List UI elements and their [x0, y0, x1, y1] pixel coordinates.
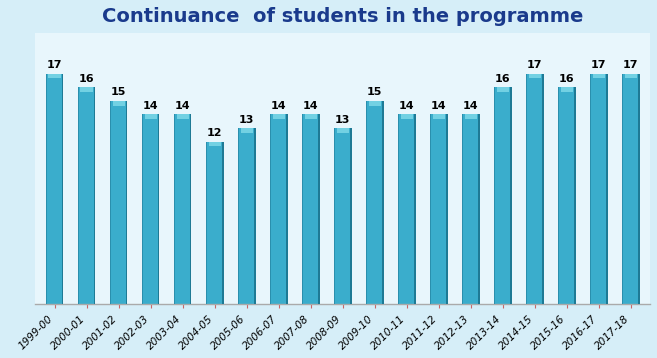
Bar: [382, 101, 384, 304]
Bar: [334, 128, 335, 304]
Bar: [302, 115, 303, 304]
Bar: [430, 115, 431, 304]
Bar: [286, 115, 288, 304]
Title: Continuance  of students in the programme: Continuance of students in the programme: [102, 7, 583, 26]
Bar: [510, 87, 512, 304]
Bar: [208, 141, 221, 146]
Bar: [305, 115, 317, 119]
Bar: [158, 115, 160, 304]
Bar: [177, 115, 189, 119]
Bar: [142, 115, 143, 304]
Bar: [112, 101, 125, 106]
Bar: [558, 87, 576, 304]
Text: 16: 16: [79, 74, 95, 84]
Text: 17: 17: [47, 61, 62, 70]
Text: 12: 12: [207, 128, 223, 138]
Text: 13: 13: [335, 115, 350, 125]
Bar: [574, 87, 576, 304]
Bar: [336, 128, 349, 133]
Bar: [606, 74, 608, 304]
Bar: [350, 128, 351, 304]
Bar: [318, 115, 319, 304]
Bar: [446, 115, 447, 304]
Bar: [494, 87, 495, 304]
Bar: [432, 115, 445, 119]
Bar: [494, 87, 512, 304]
Bar: [110, 101, 111, 304]
Bar: [590, 74, 591, 304]
Text: 15: 15: [367, 87, 382, 97]
Bar: [526, 74, 528, 304]
Text: 14: 14: [271, 101, 286, 111]
Bar: [369, 101, 381, 106]
Bar: [529, 74, 541, 78]
Bar: [622, 74, 623, 304]
Bar: [49, 74, 61, 78]
Bar: [462, 115, 480, 304]
Bar: [206, 141, 207, 304]
Bar: [526, 74, 543, 304]
Bar: [240, 128, 253, 133]
Bar: [270, 115, 288, 304]
Bar: [174, 115, 175, 304]
Bar: [558, 87, 559, 304]
Text: 16: 16: [495, 74, 510, 84]
Bar: [334, 128, 351, 304]
Text: 17: 17: [527, 61, 543, 70]
Bar: [222, 141, 223, 304]
Bar: [46, 74, 64, 304]
Text: 14: 14: [303, 101, 319, 111]
Text: 16: 16: [559, 74, 575, 84]
Bar: [110, 101, 127, 304]
Text: 17: 17: [623, 61, 639, 70]
Bar: [270, 115, 271, 304]
Bar: [464, 115, 477, 119]
Bar: [142, 115, 160, 304]
Text: 14: 14: [399, 101, 415, 111]
Bar: [625, 74, 637, 78]
Bar: [622, 74, 640, 304]
Bar: [62, 74, 64, 304]
Bar: [593, 74, 605, 78]
Bar: [238, 128, 239, 304]
Bar: [415, 115, 416, 304]
Bar: [430, 115, 447, 304]
Bar: [78, 87, 95, 304]
Bar: [401, 115, 413, 119]
Bar: [94, 87, 95, 304]
Bar: [81, 87, 93, 92]
Text: 14: 14: [463, 101, 478, 111]
Bar: [398, 115, 399, 304]
Bar: [366, 101, 367, 304]
Bar: [639, 74, 640, 304]
Text: 17: 17: [591, 61, 606, 70]
Bar: [497, 87, 509, 92]
Text: 14: 14: [431, 101, 447, 111]
Bar: [462, 115, 463, 304]
Bar: [238, 128, 256, 304]
Bar: [78, 87, 79, 304]
Bar: [398, 115, 416, 304]
Bar: [174, 115, 191, 304]
Bar: [366, 101, 384, 304]
Bar: [126, 101, 127, 304]
Text: 14: 14: [143, 101, 158, 111]
Bar: [254, 128, 256, 304]
Text: 13: 13: [239, 115, 254, 125]
Bar: [560, 87, 573, 92]
Text: 15: 15: [111, 87, 126, 97]
Bar: [302, 115, 319, 304]
Bar: [206, 141, 223, 304]
Bar: [478, 115, 480, 304]
Bar: [46, 74, 47, 304]
Bar: [273, 115, 285, 119]
Bar: [590, 74, 608, 304]
Bar: [145, 115, 157, 119]
Text: 14: 14: [175, 101, 191, 111]
